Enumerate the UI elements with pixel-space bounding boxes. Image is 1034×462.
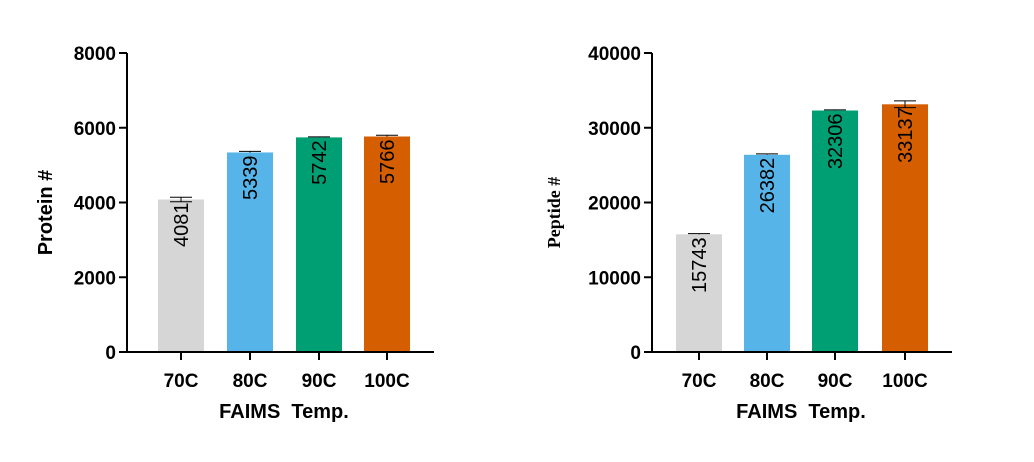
x-axis-title: FAIMS Temp.	[219, 401, 349, 423]
y-tick-label: 0	[630, 343, 641, 364]
x-tick-label: 100C	[882, 371, 928, 392]
x-tick-label: 90C	[302, 371, 337, 392]
y-tick-label: 2000	[74, 268, 116, 289]
y-tick-label: 0	[105, 343, 116, 364]
x-tick-label: 90C	[818, 371, 853, 392]
bar	[227, 152, 273, 352]
x-tick-label: 80C	[750, 371, 785, 392]
data-label: 5339	[240, 155, 262, 200]
bar	[676, 234, 722, 352]
y-tick-label: 30000	[588, 119, 641, 140]
bar	[882, 104, 928, 352]
bar	[158, 199, 204, 352]
chart-2: 15743 26382 32306 33137 0 10000 20000 30000 4000…	[544, 44, 952, 423]
x-axis-title: FAIMS Temp.	[736, 401, 866, 423]
y-tick-label: 40000	[588, 44, 641, 65]
bar	[364, 136, 410, 352]
y-tick-label: 4000	[74, 194, 116, 215]
y-tick-label: 10000	[588, 268, 641, 289]
data-label: 15743	[689, 237, 711, 293]
bar	[296, 137, 342, 352]
data-label: 5766	[377, 139, 399, 184]
y-axis-title: Peptide #	[544, 177, 564, 249]
chart-1: 4081 5339 5742 5766 0 2000 4000 6000 8000 70C 80C 9…	[35, 44, 434, 423]
y-tick-label: 6000	[74, 119, 116, 140]
x-tick-label: 70C	[682, 371, 717, 392]
x-tick-label: 80C	[233, 371, 268, 392]
data-label: 4081	[171, 202, 193, 247]
data-label: 32306	[825, 114, 847, 170]
y-tick-label: 8000	[74, 44, 116, 65]
data-label: 33137	[895, 107, 917, 163]
bar	[812, 110, 858, 352]
data-label: 5742	[309, 140, 331, 185]
data-label: 26382	[757, 158, 779, 214]
y-axis-title: Protein #	[35, 170, 57, 256]
x-tick-label: 100C	[364, 371, 410, 392]
bar	[744, 154, 790, 352]
y-tick-label: 20000	[588, 194, 641, 215]
x-tick-label: 70C	[164, 371, 199, 392]
